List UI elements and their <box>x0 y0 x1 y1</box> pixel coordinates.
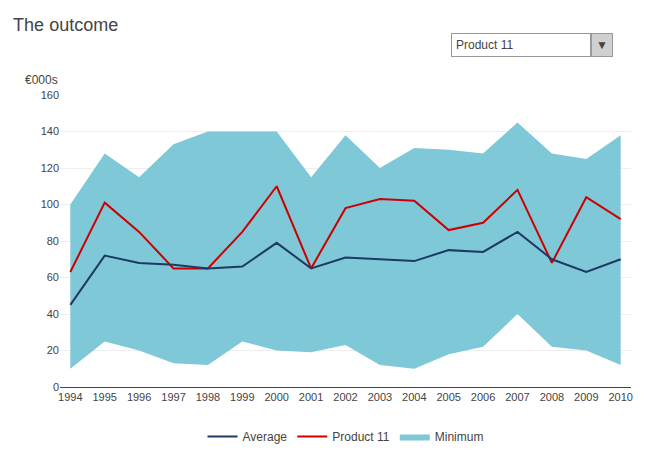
svg-text:20: 20 <box>47 344 59 356</box>
svg-text:2001: 2001 <box>299 391 323 403</box>
svg-text:2000: 2000 <box>264 391 288 403</box>
svg-text:100: 100 <box>41 198 59 210</box>
svg-text:€000s: €000s <box>25 73 58 87</box>
svg-text:2005: 2005 <box>436 391 460 403</box>
svg-text:80: 80 <box>47 235 59 247</box>
svg-text:2007: 2007 <box>505 391 529 403</box>
svg-text:160: 160 <box>41 89 59 101</box>
svg-text:▼: ▼ <box>596 38 608 52</box>
svg-text:2009: 2009 <box>574 391 598 403</box>
svg-text:1994: 1994 <box>58 391 82 403</box>
svg-text:40: 40 <box>47 308 59 320</box>
svg-text:140: 140 <box>41 125 59 137</box>
svg-text:Product 11: Product 11 <box>332 430 389 444</box>
svg-text:1995: 1995 <box>92 391 116 403</box>
svg-text:Average: Average <box>243 430 288 444</box>
svg-text:0: 0 <box>53 381 59 393</box>
svg-text:The outcome: The outcome <box>13 15 118 35</box>
svg-text:1996: 1996 <box>127 391 151 403</box>
svg-text:1999: 1999 <box>230 391 254 403</box>
svg-text:2008: 2008 <box>540 391 564 403</box>
svg-text:1998: 1998 <box>196 391 220 403</box>
svg-text:120: 120 <box>41 162 59 174</box>
svg-text:2002: 2002 <box>333 391 357 403</box>
svg-text:1997: 1997 <box>161 391 185 403</box>
svg-text:Minimum: Minimum <box>435 430 484 444</box>
svg-text:2010: 2010 <box>608 391 632 403</box>
svg-text:Product 11: Product 11 <box>456 38 513 52</box>
svg-text:60: 60 <box>47 271 59 283</box>
svg-text:2004: 2004 <box>402 391 426 403</box>
svg-text:2006: 2006 <box>471 391 495 403</box>
svg-text:2003: 2003 <box>368 391 392 403</box>
